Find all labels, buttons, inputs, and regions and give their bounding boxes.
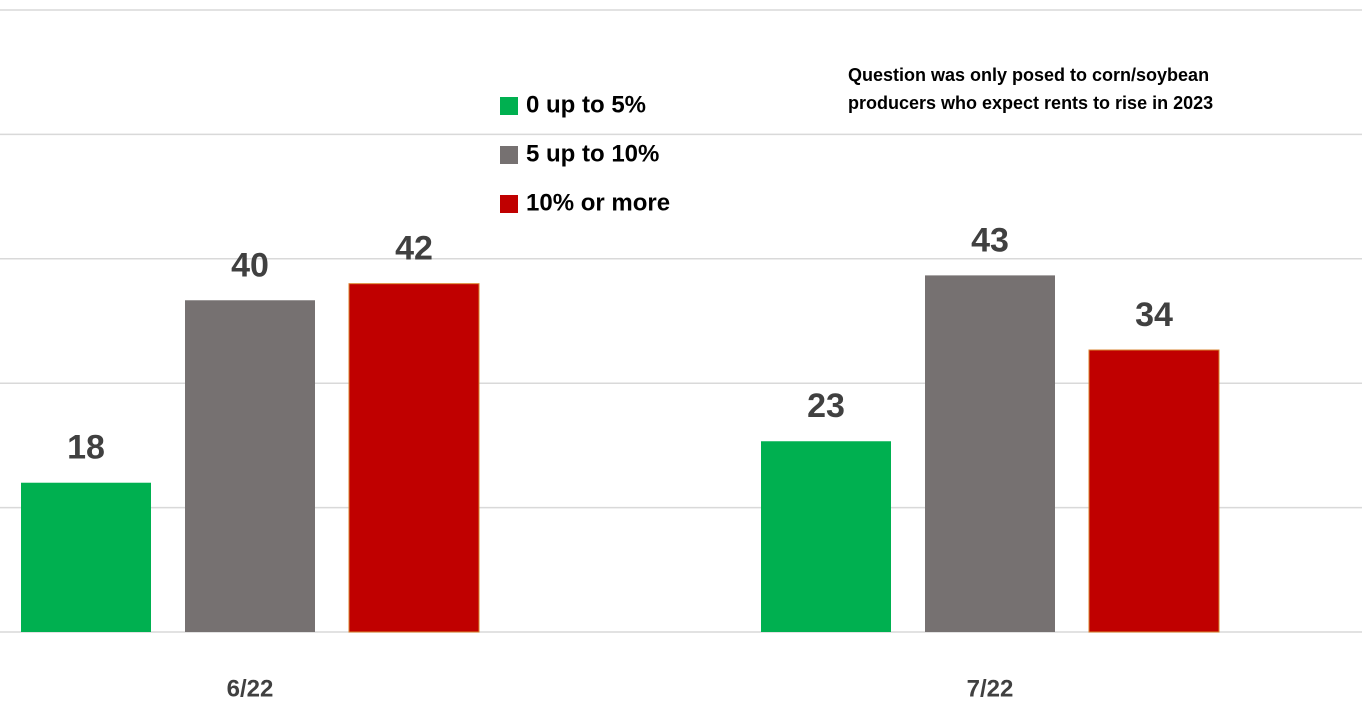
annotation: producers who expect rents to rise in 20… [848,93,1213,113]
bar [925,275,1055,632]
data-label: 40 [231,246,269,284]
legend-label: 5 up to 10% [526,140,659,167]
bar [1088,349,1220,633]
data-label: 42 [395,230,433,268]
legend-label: 10% or more [526,189,670,216]
bar [348,283,480,633]
annotation: Question was only posed to corn/soybean [848,65,1209,85]
legend-swatch [500,97,518,115]
legend-swatch [500,195,518,213]
bar [761,441,891,632]
bar [21,482,151,632]
data-label: 23 [807,387,845,425]
x-tick-label: 6/22 [227,675,274,702]
legend-swatch [500,146,518,164]
legend-label: 0 up to 5% [526,91,646,118]
data-label: 43 [971,221,1009,259]
data-label: 18 [67,429,105,467]
bar [185,300,315,632]
x-tick-label: 7/22 [967,675,1014,702]
data-label: 34 [1135,296,1173,334]
